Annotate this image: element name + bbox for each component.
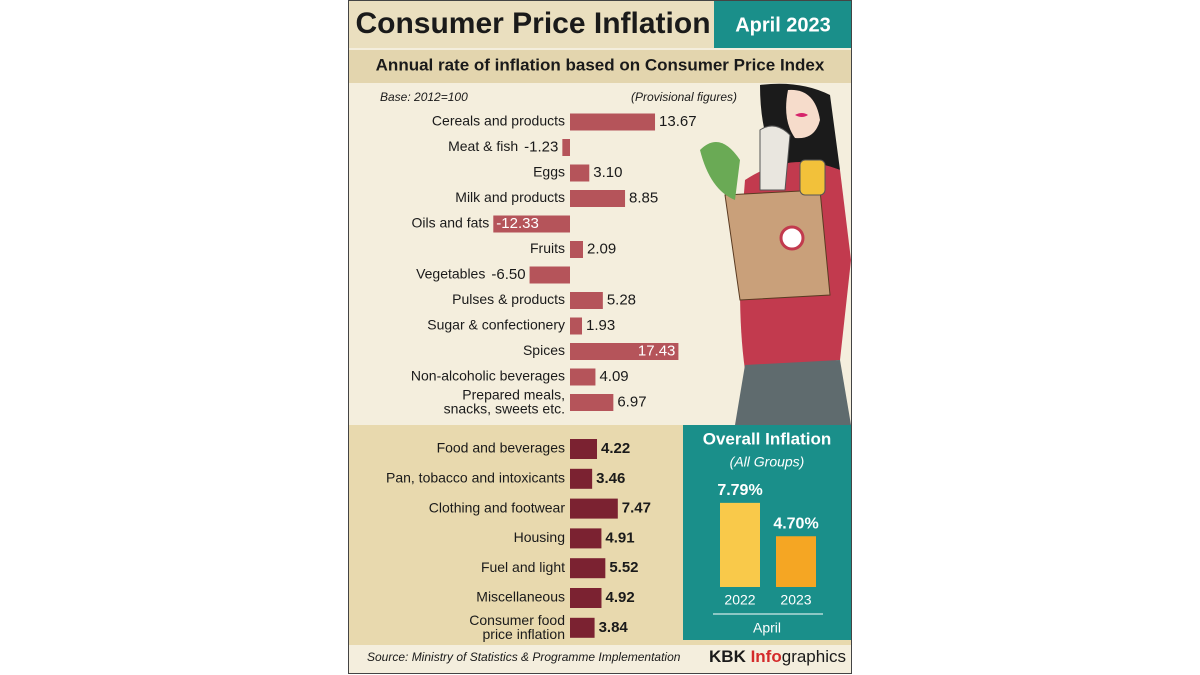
column [720,502,760,587]
bar [570,292,603,309]
category-label: Pan, tobacco and intoxicants [386,470,565,486]
value-label: 4.92 [605,589,634,606]
lips [795,113,808,117]
greens [700,142,740,200]
category-label: Food and beverages [437,440,565,456]
overall-subtitle: (All Groups) [730,454,805,470]
value-label: 6.97 [617,393,646,410]
value-label: 3.10 [593,164,622,181]
bar [570,468,593,489]
brand-part: KBK [709,647,751,666]
value-label: 3.46 [596,470,625,487]
category-label: Prepared meals, snacks, sweets etc. [444,386,565,416]
illustration [700,83,851,425]
bar [570,394,614,411]
brand: KBK Infographics [709,647,846,666]
provisional-note: (Provisional figures) [631,90,737,104]
value-label: 8.85 [629,189,658,206]
category-label: Pulses & products [452,291,565,307]
bar [570,588,602,608]
category-label: Oils and fats [411,215,489,231]
bar [570,439,598,459]
bar [570,164,590,182]
x-tick-label: 2023 [780,592,811,608]
bar [562,139,570,156]
brand-part: graphics [782,647,846,666]
bar [570,558,606,579]
category-label: Miscellaneous [476,589,565,605]
category-label: Consumer food price inflation [469,612,565,642]
value-label: 7.79% [717,482,762,499]
value-label: 13.67 [659,113,697,130]
category-label: Eggs [533,164,565,180]
bottle [799,159,826,196]
category-label: Spices [523,342,565,358]
category-label: Fruits [530,240,565,256]
column [776,536,816,587]
value-label: 7.47 [622,500,651,517]
category-label: Milk and products [455,189,565,205]
category-label: Vegetables [416,266,485,282]
bar [570,113,656,131]
date: April 2023 [735,14,831,36]
bar [570,368,596,386]
overall-title: Overall Inflation [703,429,831,448]
value-label: -1.23 [524,138,558,155]
x-tick-label: 2022 [724,592,755,608]
bar [570,343,679,360]
title: Consumer Price Inflation [355,7,710,40]
bar [529,266,570,284]
bar [570,317,583,335]
sack [759,125,791,191]
value-label: 4.22 [601,440,630,457]
bar [570,528,602,549]
value-label: 17.43 [638,342,676,359]
source: Source: Ministry of Statistics & Program… [367,650,681,664]
title-band [349,1,714,48]
x-axis-label: April [753,620,781,636]
bar [570,617,595,638]
overall-box [683,425,851,640]
value-label: 4.91 [605,529,634,546]
value-label: 5.28 [607,291,636,308]
subtitle: Annual rate of inflation based on Consum… [376,55,825,74]
value-label: 4.70% [773,515,818,532]
subtitle-band [349,50,851,83]
category-label: Sugar & confectionery [427,317,565,333]
bar [570,498,618,519]
category-label: Meat & fish [448,138,518,154]
bag [724,189,831,301]
category-label: Housing [514,529,565,545]
bar [493,215,570,233]
value-label: 3.84 [599,619,629,636]
brand-part: Info [751,647,782,666]
date-box [714,1,851,48]
value-label: 4.09 [599,368,628,385]
value-label: 1.93 [586,317,615,334]
bar [570,190,626,207]
value-label: 2.09 [587,240,616,257]
value-label: -6.50 [491,266,525,283]
value-label: -12.33 [496,215,539,232]
base-note: Base: 2012=100 [380,90,468,104]
category-label: Fuel and light [481,559,565,575]
jeans [735,360,851,425]
bag-badge [779,225,805,251]
category-label: Non-alcoholic beverages [411,368,565,384]
category-label: Cereals and products [432,113,565,129]
category-label: Clothing and footwear [429,499,566,515]
value-label: 5.52 [609,559,638,576]
bar [570,241,583,258]
